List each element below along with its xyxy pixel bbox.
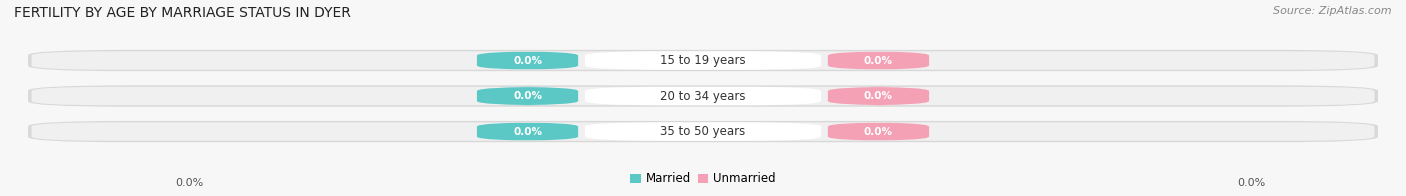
FancyBboxPatch shape	[477, 51, 578, 70]
FancyBboxPatch shape	[477, 87, 578, 105]
Text: 0.0%: 0.0%	[513, 91, 543, 101]
FancyBboxPatch shape	[477, 122, 578, 141]
Text: 0.0%: 0.0%	[863, 127, 893, 137]
Text: 0.0%: 0.0%	[863, 91, 893, 101]
Text: 0.0%: 0.0%	[176, 178, 204, 188]
FancyBboxPatch shape	[828, 122, 929, 141]
FancyBboxPatch shape	[31, 87, 1375, 105]
Legend: Married, Unmarried: Married, Unmarried	[626, 168, 780, 190]
FancyBboxPatch shape	[585, 51, 821, 70]
FancyBboxPatch shape	[828, 87, 929, 105]
FancyBboxPatch shape	[31, 51, 1375, 70]
Text: 20 to 34 years: 20 to 34 years	[661, 90, 745, 103]
FancyBboxPatch shape	[28, 121, 1378, 142]
Text: 0.0%: 0.0%	[1237, 178, 1265, 188]
FancyBboxPatch shape	[828, 51, 929, 70]
Text: 0.0%: 0.0%	[513, 127, 543, 137]
FancyBboxPatch shape	[585, 122, 821, 141]
Text: FERTILITY BY AGE BY MARRIAGE STATUS IN DYER: FERTILITY BY AGE BY MARRIAGE STATUS IN D…	[14, 6, 352, 20]
Text: Source: ZipAtlas.com: Source: ZipAtlas.com	[1274, 6, 1392, 16]
Text: 35 to 50 years: 35 to 50 years	[661, 125, 745, 138]
FancyBboxPatch shape	[28, 50, 1378, 71]
FancyBboxPatch shape	[28, 85, 1378, 107]
Text: 15 to 19 years: 15 to 19 years	[661, 54, 745, 67]
Text: 0.0%: 0.0%	[513, 55, 543, 65]
Text: 0.0%: 0.0%	[863, 55, 893, 65]
FancyBboxPatch shape	[31, 122, 1375, 141]
FancyBboxPatch shape	[585, 87, 821, 105]
